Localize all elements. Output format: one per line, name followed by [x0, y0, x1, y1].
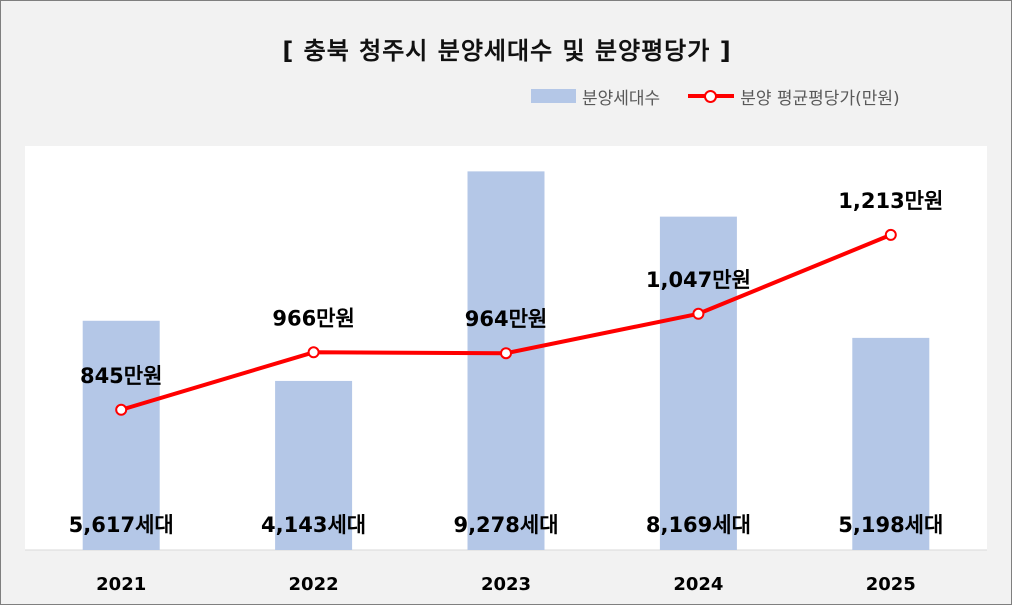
line-label: 966만원: [272, 306, 354, 330]
x-tick-label: 2021: [96, 574, 146, 595]
line-point-2024: [692, 307, 705, 320]
legend-line-swatch: [688, 88, 735, 104]
line-point-2023: [500, 347, 512, 360]
x-tick-label: 2025: [866, 574, 916, 595]
line-label: 964만원: [465, 307, 547, 331]
bar-2025: [852, 337, 930, 550]
bar-2023: [467, 171, 545, 550]
bar-2024: [659, 216, 737, 550]
x-tick-label: 2022: [289, 574, 339, 595]
legend: 분양세대수 분양 평균평당가(만원): [531, 85, 900, 109]
bar-label: 9,278세대: [453, 513, 558, 537]
bar-label: 4,143세대: [261, 513, 366, 537]
legend-bar-label: 분양세대수: [582, 88, 661, 109]
line-label: 1,213만원: [838, 189, 943, 213]
bar-label: 5,617세대: [69, 513, 174, 537]
bar-2021: [82, 320, 160, 550]
line-label: 1,047만원: [646, 268, 751, 292]
legend-bar-swatch: [531, 89, 576, 103]
x-tick-label: 2023: [481, 574, 531, 595]
line-point-2022: [307, 346, 320, 359]
line-label: 845만원: [80, 364, 162, 388]
line-point-2021: [115, 403, 128, 416]
line-point-2025: [884, 228, 897, 241]
legend-line-label: 분양 평균평당가(만원): [740, 88, 900, 109]
bar-label: 8,169세대: [646, 513, 751, 537]
bar-label: 5,198세대: [838, 513, 943, 537]
bar-2022: [275, 380, 353, 550]
x-tick-label: 2024: [673, 574, 723, 595]
chart-title: [ 충북 청주시 분양세대수 및 분양평당가 ]: [282, 37, 732, 65]
